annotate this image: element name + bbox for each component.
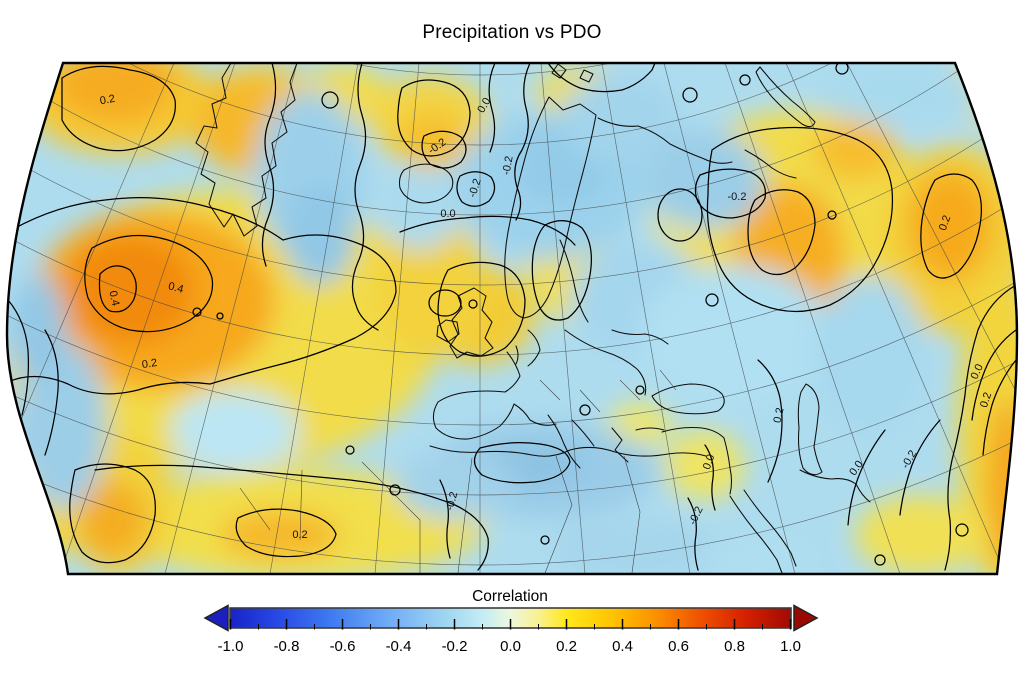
page-title: Precipitation vs PDO	[422, 22, 602, 43]
map-border	[5, 61, 1019, 576]
colorbar: Correlation -1.0 -0.8 -0.6 -0.4 -0.2 0.0 0.2 0.…	[203, 588, 819, 655]
tick-label: -0.8	[274, 638, 300, 655]
contour-label: 0.4	[106, 290, 121, 307]
contour-label: -0.2	[467, 177, 484, 199]
country-borders	[239, 369, 677, 574]
contour-label: 0.2	[292, 529, 307, 541]
contour-label: 0.2	[141, 357, 158, 371]
contour-label: -0.2	[500, 155, 515, 176]
contour-label: 0.2	[978, 391, 994, 409]
tick-label: 1.0	[780, 638, 801, 655]
contour-label: 0.2	[937, 214, 954, 232]
contour-label: -0.2	[444, 491, 461, 512]
colorbar-title: Correlation	[472, 588, 548, 605]
contour-label: -0.2	[728, 191, 747, 203]
tick-label: -1.0	[218, 638, 244, 655]
colorbar-right-arrow	[793, 604, 819, 632]
tick-label: -0.4	[386, 638, 412, 655]
coastlines	[195, 63, 871, 574]
contour-label: 0.0	[701, 453, 718, 471]
contour-label: 0.4	[167, 280, 185, 296]
tick-label: -0.2	[442, 638, 468, 655]
tick-label: -0.6	[330, 638, 356, 655]
contour-label: 0.0	[440, 208, 455, 220]
colorbar-left-arrow	[203, 604, 229, 632]
correlation-field	[7, 63, 1017, 574]
tick-label: 0.8	[724, 638, 745, 655]
tick-label: 0.6	[668, 638, 689, 655]
tick-label: 0.0	[500, 638, 521, 655]
contour-lines	[7, 63, 1017, 571]
colorbar-tick-labels: -1.0 -0.8 -0.6 -0.4 -0.2 0.0 0.2 0.4 0.6 0.8 1.0	[218, 638, 801, 655]
contour-label: 0.2	[99, 93, 116, 107]
contour-label: 0.2	[772, 407, 787, 424]
tick-label: 0.4	[612, 638, 633, 655]
tick-label: 0.2	[556, 638, 577, 655]
map-area	[7, 63, 1017, 574]
contour-label: 0.0	[969, 362, 986, 381]
colorbar-ticks	[229, 619, 792, 630]
graticule	[7, 63, 1017, 574]
